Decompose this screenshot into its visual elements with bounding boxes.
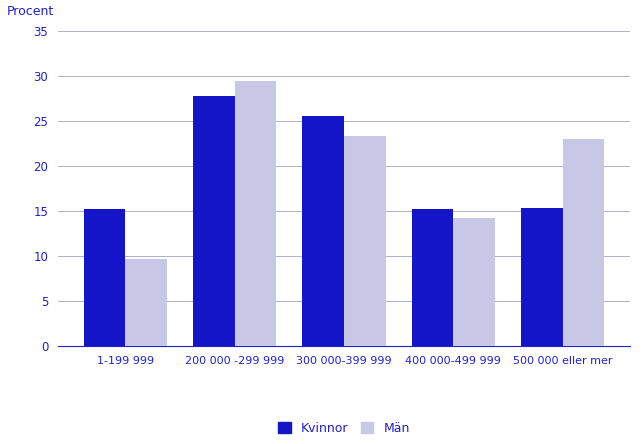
Bar xyxy=(193,96,235,346)
Bar xyxy=(84,210,125,346)
Bar xyxy=(412,210,453,346)
Bar xyxy=(235,81,276,346)
Bar xyxy=(125,259,167,346)
Bar xyxy=(521,208,563,346)
Bar xyxy=(302,116,344,346)
Bar xyxy=(453,218,495,346)
Bar xyxy=(563,139,604,346)
Bar xyxy=(344,135,386,346)
Text: Procent: Procent xyxy=(6,5,53,19)
Legend: Kvinnor, Män: Kvinnor, Män xyxy=(278,422,410,435)
